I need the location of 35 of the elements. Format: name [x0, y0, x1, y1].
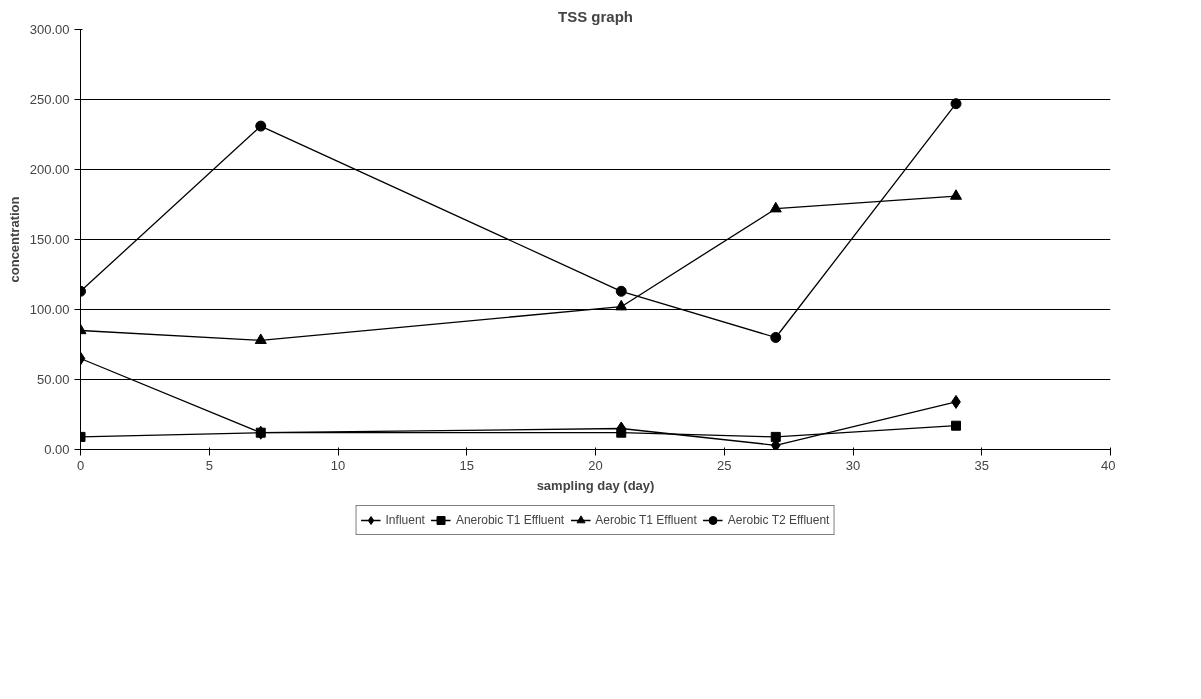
y-tick-label: 0.00: [44, 442, 70, 457]
x-axis-title: sampling day (day): [536, 477, 655, 493]
y-axis-title: concentration: [6, 196, 22, 283]
legend-label: Aerobic T2 Effluent: [727, 513, 830, 527]
point: [950, 98, 962, 110]
point: [769, 201, 782, 213]
point: [254, 333, 267, 344]
point: [770, 431, 781, 442]
point: [770, 332, 782, 343]
y-tick-label: 50.00: [36, 372, 70, 387]
legend-label: Aerobic T1 Effluent: [595, 513, 697, 527]
y-tick-label: 150.00: [29, 232, 70, 247]
x-tick-label: 10: [330, 457, 346, 473]
x-tick-label: 5: [205, 457, 213, 473]
y-tick-label: 100.00: [29, 302, 70, 317]
y-tick-label: 250.00: [29, 92, 70, 107]
point: [615, 285, 627, 297]
x-tick-label: 35: [974, 457, 989, 473]
x-tick-label: 30: [845, 457, 861, 473]
point: [255, 120, 267, 132]
point: [951, 420, 961, 431]
point: [616, 427, 627, 438]
y-tick-label: 300.00: [29, 22, 70, 37]
point: [615, 299, 628, 311]
legend-label: Anerobic T1 Effluent: [455, 513, 565, 527]
x-tick-label: 0: [76, 457, 85, 473]
legend-label: Influent: [385, 513, 425, 527]
x-tick-label: 25: [717, 457, 732, 473]
point: [950, 189, 962, 200]
chart-title: TSS graph: [558, 7, 634, 25]
x-tick-label: 40: [1101, 457, 1116, 473]
x-tick-label: 20: [588, 457, 603, 473]
point: [255, 427, 266, 438]
y-tick-label: 200.00: [29, 162, 70, 177]
x-tick-label: 15: [459, 457, 474, 473]
